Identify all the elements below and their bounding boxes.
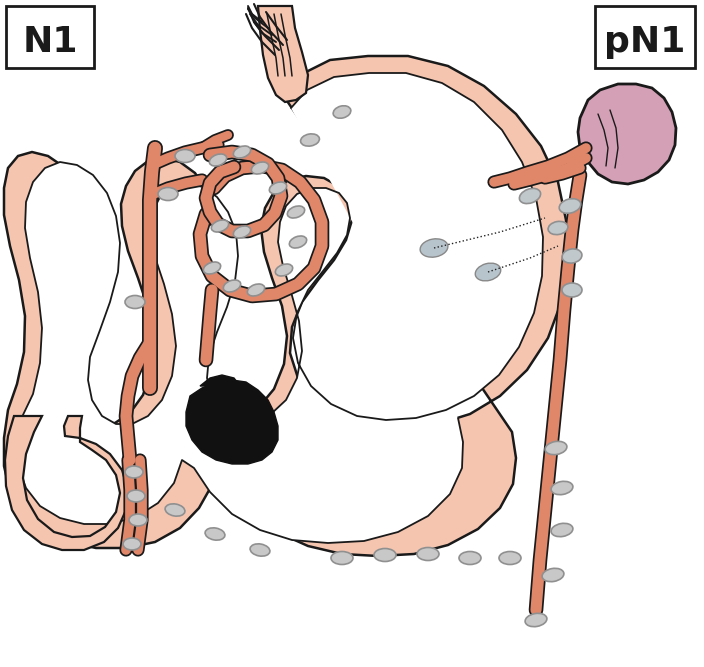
Ellipse shape bbox=[203, 262, 220, 274]
Ellipse shape bbox=[499, 552, 521, 564]
Ellipse shape bbox=[420, 239, 448, 257]
Ellipse shape bbox=[548, 221, 568, 235]
FancyBboxPatch shape bbox=[595, 6, 695, 68]
Polygon shape bbox=[18, 73, 543, 543]
Polygon shape bbox=[5, 416, 128, 550]
Ellipse shape bbox=[542, 568, 564, 582]
Text: pN1: pN1 bbox=[604, 25, 686, 59]
Polygon shape bbox=[258, 6, 308, 102]
Ellipse shape bbox=[129, 514, 147, 526]
Ellipse shape bbox=[551, 524, 573, 537]
Ellipse shape bbox=[545, 442, 567, 455]
Ellipse shape bbox=[289, 236, 307, 248]
Ellipse shape bbox=[211, 220, 229, 232]
Ellipse shape bbox=[559, 199, 581, 213]
Ellipse shape bbox=[525, 614, 547, 627]
Ellipse shape bbox=[247, 284, 265, 296]
Ellipse shape bbox=[223, 280, 241, 292]
Polygon shape bbox=[578, 84, 676, 184]
Ellipse shape bbox=[251, 162, 269, 174]
Ellipse shape bbox=[333, 106, 351, 118]
Ellipse shape bbox=[125, 466, 143, 478]
Ellipse shape bbox=[301, 134, 320, 146]
Ellipse shape bbox=[209, 154, 227, 166]
Ellipse shape bbox=[275, 264, 293, 276]
Ellipse shape bbox=[233, 226, 251, 238]
Polygon shape bbox=[200, 375, 240, 386]
Ellipse shape bbox=[417, 548, 439, 560]
Ellipse shape bbox=[158, 187, 178, 201]
Ellipse shape bbox=[520, 188, 541, 203]
Polygon shape bbox=[4, 56, 568, 556]
Ellipse shape bbox=[374, 548, 396, 562]
Ellipse shape bbox=[175, 149, 195, 163]
Ellipse shape bbox=[123, 538, 141, 550]
Ellipse shape bbox=[551, 482, 573, 495]
Ellipse shape bbox=[125, 295, 145, 309]
Ellipse shape bbox=[233, 146, 251, 158]
Ellipse shape bbox=[331, 552, 353, 564]
Ellipse shape bbox=[475, 263, 501, 281]
Ellipse shape bbox=[287, 206, 305, 218]
Text: N1: N1 bbox=[23, 25, 77, 59]
Ellipse shape bbox=[562, 283, 582, 297]
Ellipse shape bbox=[165, 504, 185, 516]
FancyBboxPatch shape bbox=[6, 6, 94, 68]
Ellipse shape bbox=[250, 544, 270, 556]
Ellipse shape bbox=[459, 552, 481, 564]
Ellipse shape bbox=[205, 528, 225, 540]
Polygon shape bbox=[186, 380, 278, 464]
Ellipse shape bbox=[270, 182, 287, 194]
Ellipse shape bbox=[562, 249, 582, 263]
Ellipse shape bbox=[127, 490, 145, 502]
